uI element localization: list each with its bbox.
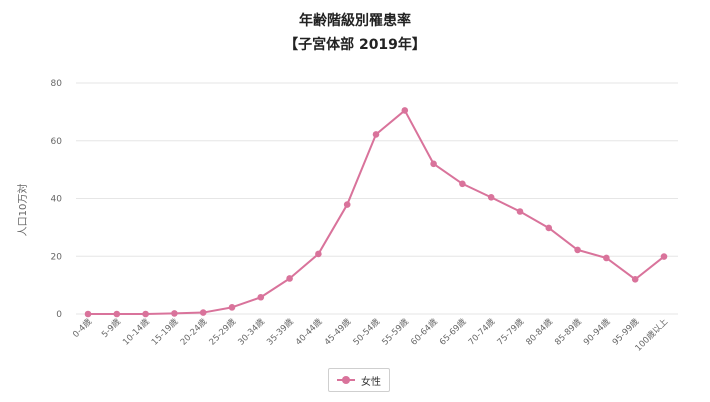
x-tick-label: 30-34歳 — [236, 316, 268, 348]
x-tick-label: 15-19歳 — [149, 316, 181, 348]
x-tick-label: 85-89歳 — [552, 316, 584, 348]
data-point[interactable] — [257, 293, 265, 301]
x-tick-label: 40-44歳 — [293, 316, 325, 348]
y-tick-label: 0 — [56, 310, 62, 320]
y-axis-label: 人口10万対 — [16, 184, 29, 237]
x-tick-labels: 0-4歳 5-9歳10-14歳15-19歳20-24歳25-29歳30-34歳35… — [71, 316, 671, 354]
data-point[interactable] — [315, 250, 322, 258]
data-point[interactable] — [286, 275, 293, 282]
data-point[interactable] — [343, 201, 351, 208]
data-point[interactable] — [545, 224, 553, 232]
x-tick-label: 70-74歳 — [466, 316, 498, 348]
chart-subtitle: 【子宮体部 2019年】 — [284, 37, 426, 53]
data-point[interactable] — [142, 310, 149, 318]
x-tick-label: 55-59歳 — [380, 316, 412, 348]
data-point[interactable] — [631, 276, 639, 283]
data-point[interactable] — [459, 180, 466, 188]
data-point[interactable] — [660, 253, 668, 260]
x-tick-label: 60-64歳 — [408, 316, 440, 348]
chart-title: 年齢階級別罹患率 — [299, 13, 411, 29]
data-point[interactable] — [372, 131, 380, 138]
y-tick-label: 20 — [51, 252, 63, 262]
x-tick-label: 90-94歳 — [581, 316, 613, 348]
legend[interactable]: 女性 — [328, 368, 390, 392]
data-point[interactable] — [401, 107, 409, 114]
data-point[interactable] — [487, 194, 495, 201]
y-tick-labels: 0 20 40 60 80 — [51, 79, 63, 320]
data-point[interactable] — [516, 208, 524, 215]
x-tick-label: 0-4歳 — [71, 316, 95, 340]
y-tick-label: 60 — [51, 137, 63, 147]
data-point[interactable] — [84, 310, 92, 318]
y-tick-label: 80 — [51, 79, 63, 89]
x-tick-label: 25-29歳 — [207, 316, 239, 348]
legend-dot — [342, 376, 350, 384]
x-tick-label: 50-54歳 — [351, 316, 383, 348]
x-tick-label: 35-39歳 — [264, 316, 296, 348]
legend-label: 女性 — [361, 376, 381, 388]
data-point[interactable] — [574, 246, 581, 254]
data-point[interactable] — [199, 309, 207, 316]
data-point[interactable] — [113, 310, 121, 318]
x-tick-label: 20-24歳 — [178, 316, 210, 348]
x-tick-label: 80-84歳 — [524, 316, 556, 348]
data-point[interactable] — [603, 254, 610, 262]
y-tick-label: 40 — [51, 195, 63, 205]
x-tick-label: 65-69歳 — [437, 316, 469, 348]
data-point[interactable] — [228, 304, 236, 311]
x-tick-label: 45-49歳 — [322, 316, 354, 348]
x-tick-label: 5-9歳 — [99, 316, 123, 340]
grid-layer — [76, 82, 678, 315]
data-point[interactable] — [430, 160, 437, 168]
x-tick-label: 75-79歳 — [495, 316, 527, 348]
legend-marker-icon — [337, 375, 355, 385]
x-tick-label: 10-14歳 — [120, 316, 152, 348]
data-point[interactable] — [171, 310, 178, 317]
series-layer — [84, 107, 668, 318]
